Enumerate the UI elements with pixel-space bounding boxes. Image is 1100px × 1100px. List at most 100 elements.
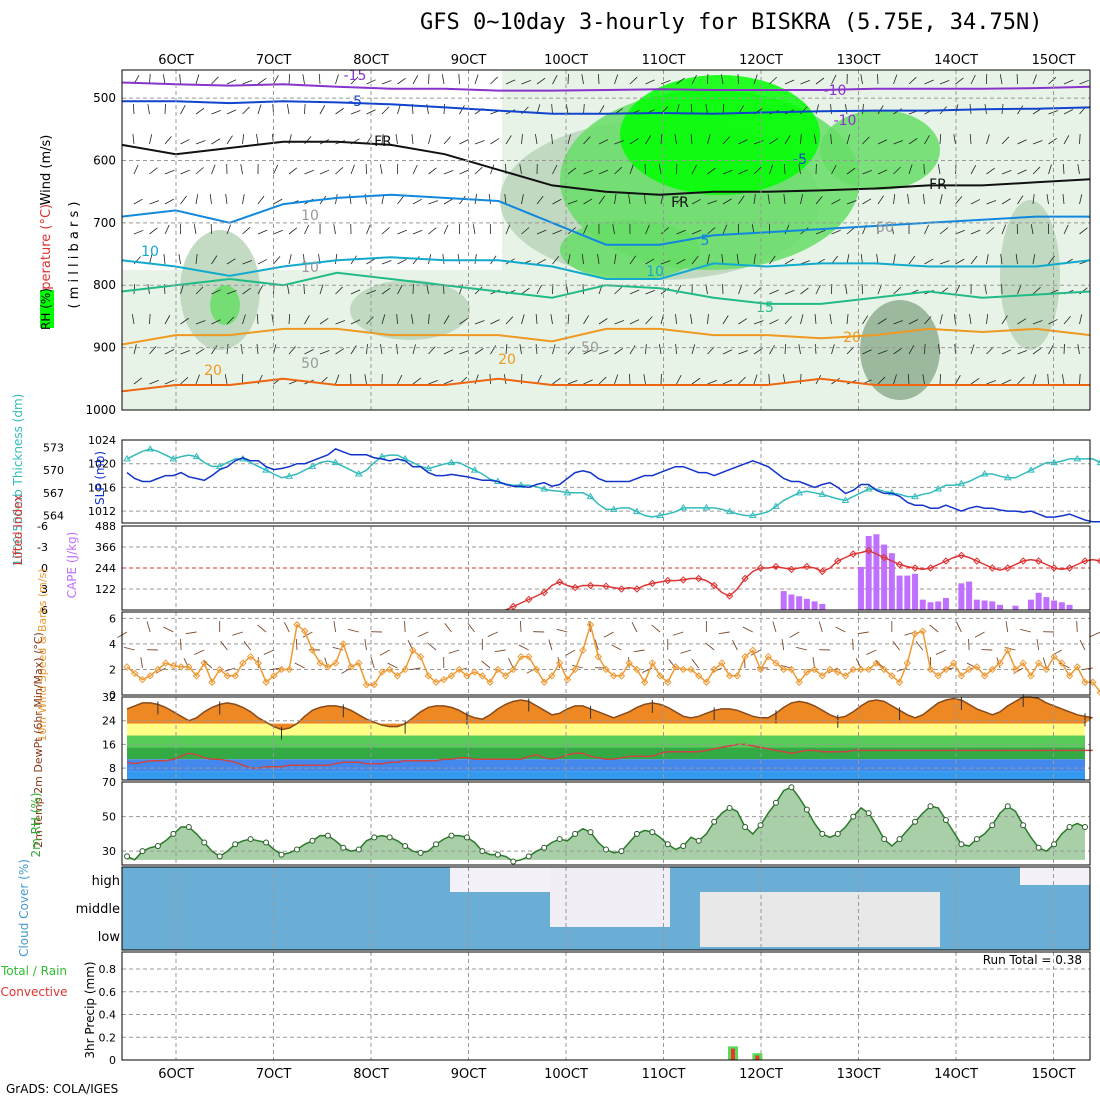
bottom-x-tick-label: 8OCT	[353, 1067, 389, 1082]
wind-barb	[924, 343, 926, 355]
wind10-barb	[295, 638, 298, 651]
slp-ytick-label: 1016	[88, 481, 116, 494]
wind-barb	[381, 314, 386, 325]
wind-barb	[784, 163, 786, 175]
wind-barb	[784, 79, 795, 85]
wind-barb	[939, 194, 943, 205]
wind-barb	[226, 224, 231, 235]
wind-barb	[707, 380, 717, 385]
wind-barb	[1017, 139, 1027, 145]
wind-barb	[521, 80, 531, 85]
wind-barb	[753, 74, 758, 85]
wind10-point	[1027, 672, 1035, 680]
wind-barb	[986, 167, 995, 175]
wind-barb	[862, 170, 872, 175]
wind-barb	[163, 254, 166, 265]
thickness-point	[517, 481, 525, 488]
wind-barb	[1062, 163, 1065, 175]
wind10-point	[1034, 659, 1043, 667]
wind-barb	[1017, 284, 1022, 295]
wind10-barb	[379, 649, 390, 656]
wind-barb	[582, 283, 584, 295]
wind-barb	[860, 254, 863, 265]
wind10-point	[486, 678, 494, 686]
wind-barb	[907, 194, 910, 205]
wind10-point	[185, 663, 193, 671]
wind-barb	[240, 164, 243, 175]
rh2m-point	[942, 817, 949, 824]
rh2m-point	[340, 844, 347, 851]
wind-barb	[954, 314, 956, 325]
wind-barb	[521, 134, 523, 145]
wind-barb	[660, 227, 669, 235]
wind-barb	[397, 229, 407, 235]
wind10-barb	[892, 641, 900, 651]
precip-ylabel-total: Total / Rain	[0, 964, 67, 978]
cape-bar	[1027, 599, 1034, 610]
wind-barb	[162, 74, 166, 85]
wind10-barb	[718, 631, 730, 635]
wind-barb	[676, 374, 682, 385]
cloud-gap	[550, 867, 670, 927]
wind-barb	[180, 105, 186, 115]
temp2m-line	[126, 696, 1093, 731]
wind-barb	[907, 373, 910, 385]
wind-barb	[226, 109, 237, 115]
cape-bar	[904, 575, 911, 610]
wind-barb	[862, 349, 872, 355]
li-ytick-label: 6	[41, 604, 48, 617]
wind10-barb	[123, 646, 135, 651]
wind10-barb	[427, 642, 437, 651]
wind10-point	[324, 663, 332, 671]
wind10-barb	[1090, 631, 1100, 637]
wind-barb	[552, 256, 560, 265]
wind-barb	[970, 229, 981, 235]
wind-barb	[257, 77, 267, 85]
wind10-barb	[409, 667, 421, 671]
wind-barb	[242, 106, 250, 115]
thickness-line	[126, 448, 1100, 518]
wind-barb	[226, 290, 237, 295]
lifted-index-point	[571, 583, 579, 592]
wind-barb	[598, 105, 605, 115]
wind-barb	[924, 79, 934, 85]
wind-barb	[831, 199, 841, 205]
wind10-point	[934, 672, 942, 680]
wind-barb	[583, 224, 588, 235]
wind-barb	[846, 167, 856, 175]
upper-ylabel-mb: ( m i l l i b a r s )	[67, 202, 82, 309]
wind-barb	[691, 255, 699, 265]
wind-barb	[490, 319, 500, 325]
bottom-x-tick-label: 7OCT	[256, 1067, 292, 1082]
upper-ylabel-temp: Temperature (°C)	[39, 204, 54, 317]
rh2m-point	[479, 848, 486, 855]
wind-barb	[443, 169, 454, 175]
wind-barb	[211, 255, 218, 265]
wind-barb	[257, 259, 268, 265]
temp-band	[127, 759, 1085, 772]
cloud-gap	[700, 892, 940, 947]
wind-barb	[536, 195, 544, 205]
wind-barb	[286, 284, 290, 295]
cape-bar	[796, 596, 803, 610]
wind-barb	[288, 254, 292, 265]
wind-barb	[893, 254, 896, 265]
wind-barb	[1032, 74, 1037, 85]
wind-barb	[597, 73, 600, 85]
wind-ytick-label: 2	[109, 663, 116, 676]
wind-barb	[195, 286, 204, 295]
wind-barb	[614, 140, 625, 145]
wind-barb	[658, 344, 662, 355]
wind-barb	[474, 166, 483, 175]
rh2m-point	[170, 830, 177, 837]
wind-barb	[721, 254, 724, 265]
wind10-barb	[572, 664, 583, 669]
wind-barb	[893, 74, 898, 85]
wind-barb	[381, 80, 392, 85]
wind-barb	[722, 104, 725, 115]
wind-barb	[396, 344, 398, 355]
slp-ylabel: SLP (mb)	[93, 451, 107, 505]
wind-barb	[474, 254, 477, 265]
wind-barb	[800, 134, 802, 145]
wind-barb	[814, 343, 817, 355]
